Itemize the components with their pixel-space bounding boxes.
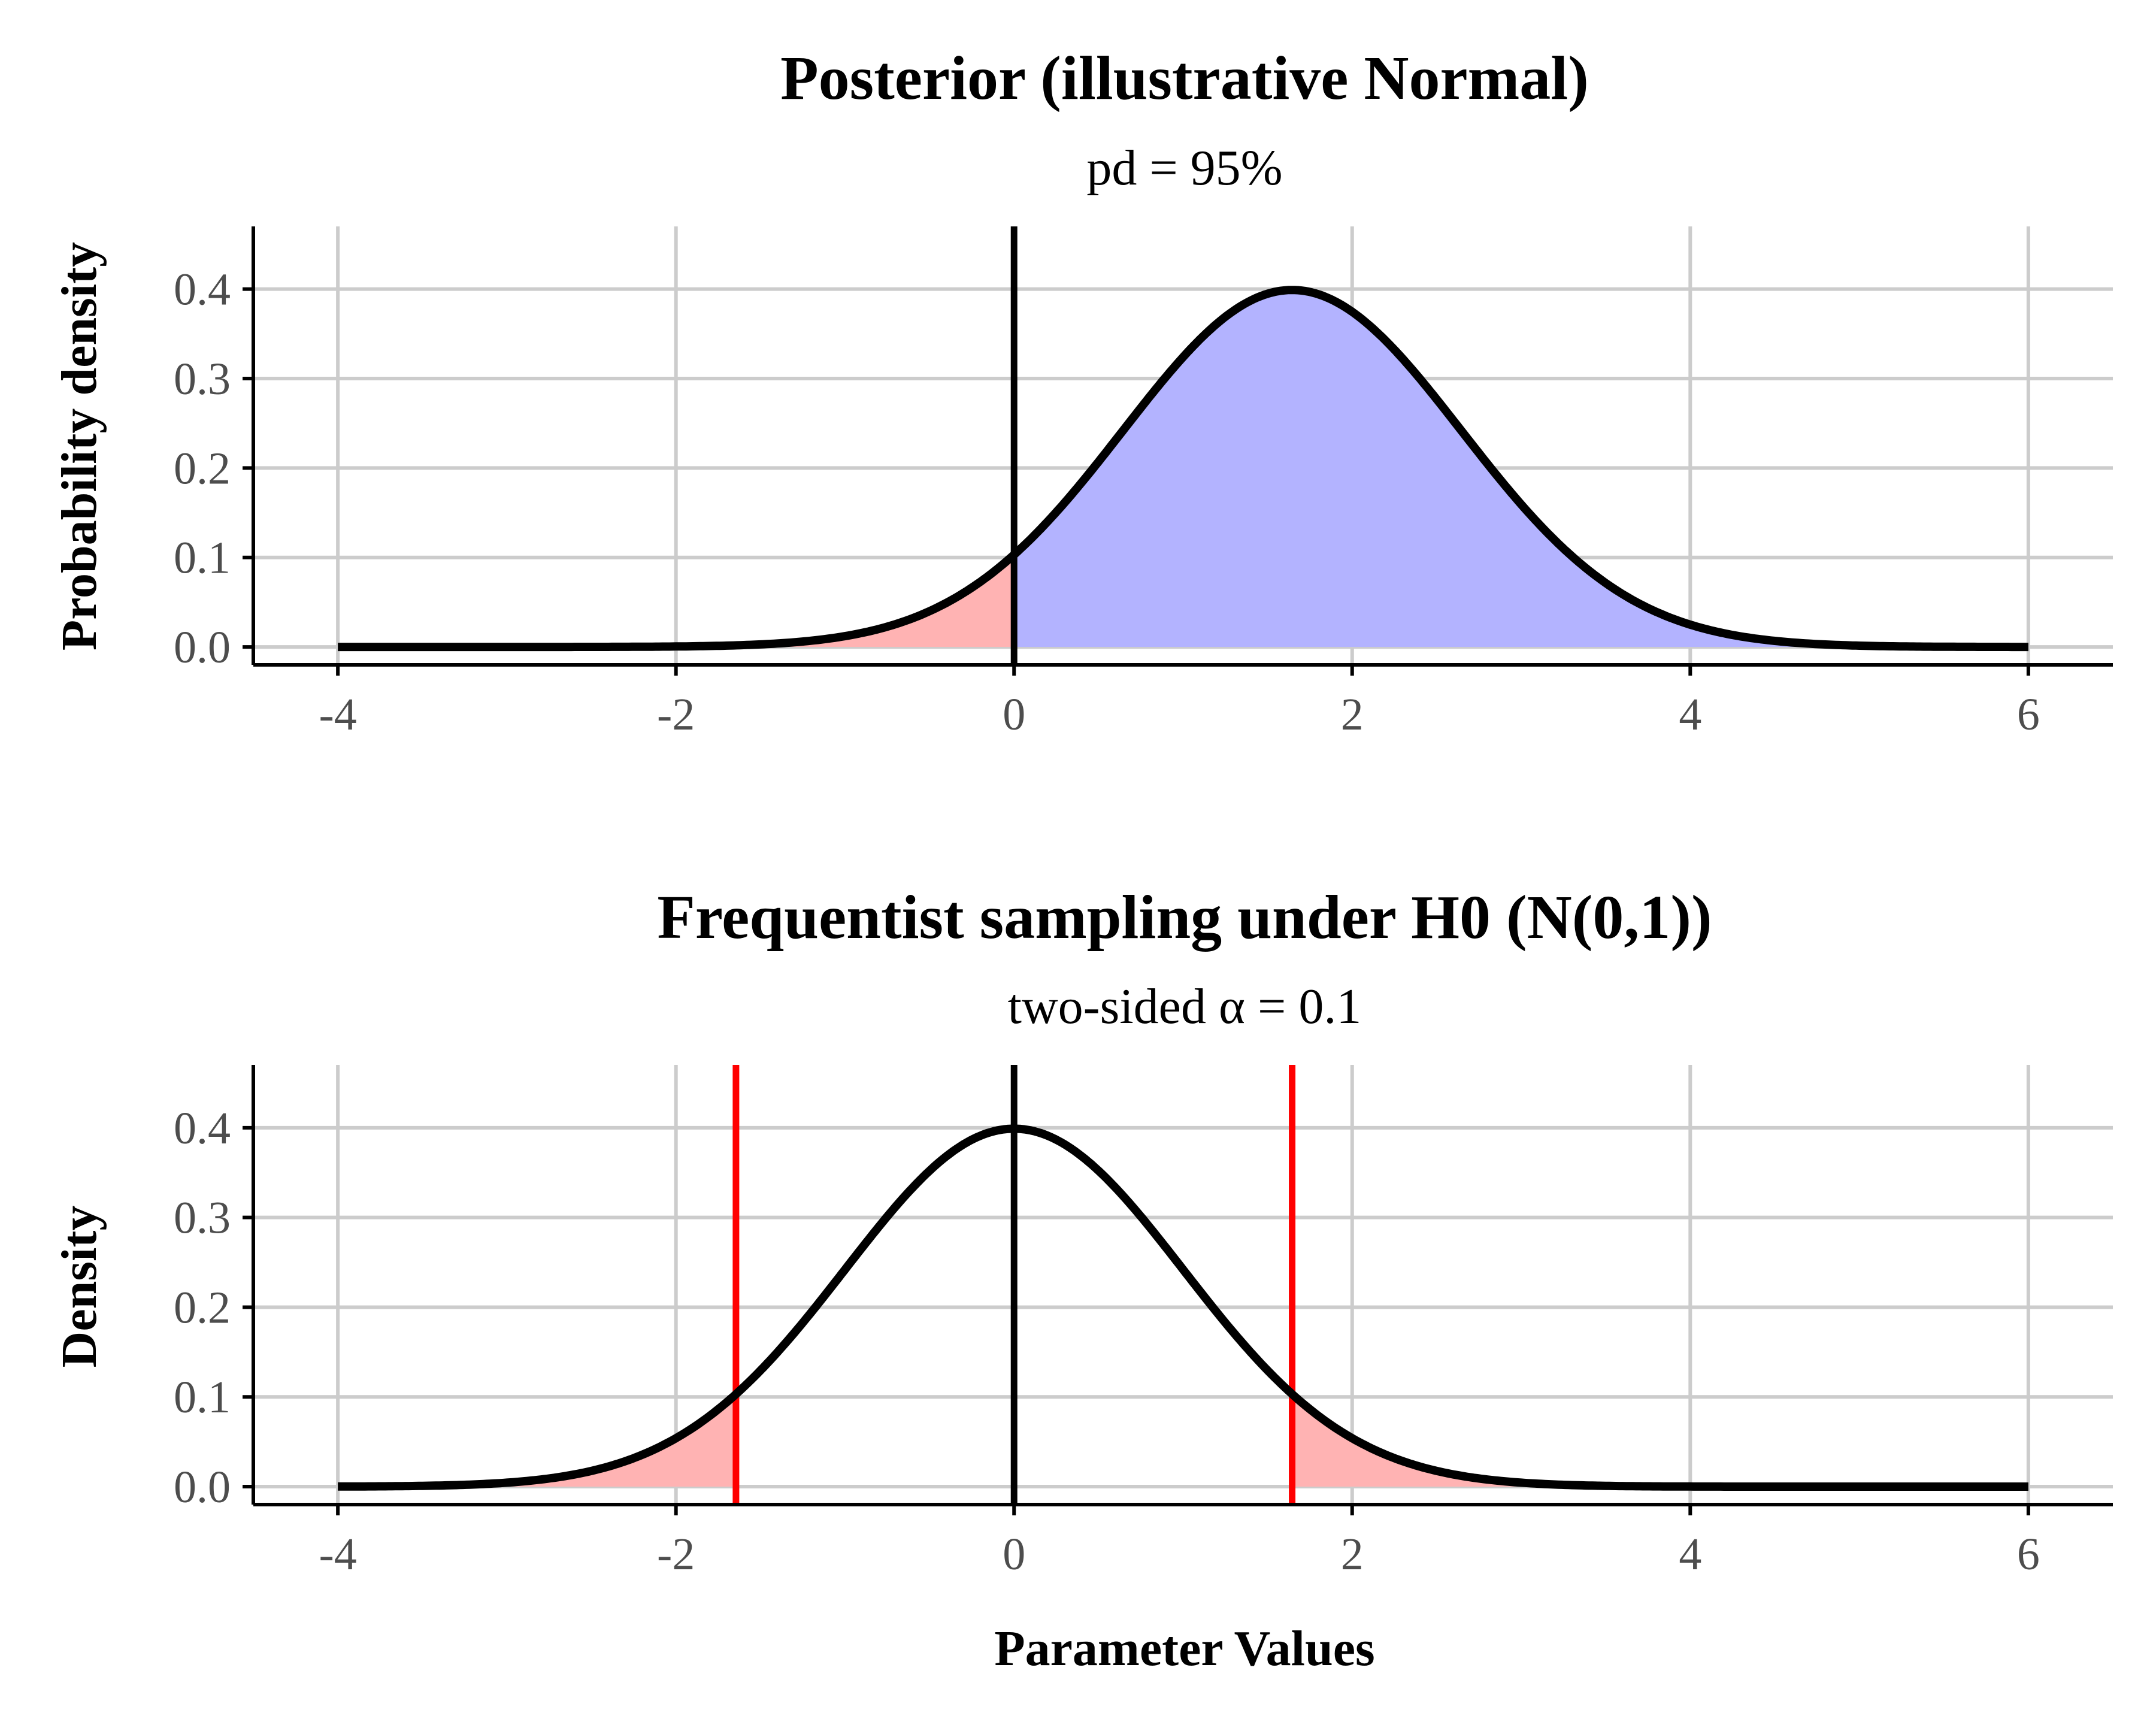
x-tick-label: -2	[657, 689, 695, 740]
x-tick-label: 6	[2017, 689, 2040, 740]
y-tick-label: 0.1	[174, 533, 231, 583]
shaded-region	[338, 1394, 736, 1487]
shaded-regions	[338, 1394, 2028, 1487]
panel-subtitle: pd = 95%	[1086, 140, 1282, 196]
y-tick-labels: 0.0 0.1 0.2 0.3 0.4	[174, 1103, 231, 1512]
posterior-panel: Posterior (illustrative Normal) pd = 95%…	[52, 44, 2113, 740]
x-tick-label: 4	[1679, 1529, 1701, 1579]
density-curve	[337, 1124, 2030, 1491]
y-tick-label: 0.3	[174, 354, 231, 404]
x-tick-label: 2	[1341, 689, 1364, 740]
density-curve-group	[337, 286, 2030, 652]
y-tick-label: 0.0	[174, 1462, 231, 1512]
x-tick-label: 4	[1679, 689, 1701, 740]
panel-title: Posterior (illustrative Normal)	[780, 44, 1589, 113]
y-tick-label: 0.4	[174, 265, 231, 315]
y-tick-label: 0.0	[174, 622, 231, 673]
y-tick-label: 0.4	[174, 1103, 231, 1154]
y-tick-label: 0.1	[174, 1372, 231, 1423]
shaded-region	[1014, 290, 2028, 647]
y-tick-label: 0.3	[174, 1193, 231, 1243]
frequentist-panel: Frequentist sampling under H0 (N(0,1)) t…	[52, 883, 2113, 1579]
x-tick-label: -4	[319, 1529, 356, 1579]
x-tick-labels: -4 -2 0 2 4 6	[319, 689, 2039, 740]
axes	[243, 226, 2113, 676]
panel-title: Frequentist sampling under H0 (N(0,1))	[657, 883, 1712, 952]
y-tick-label: 0.2	[174, 443, 231, 494]
shaded-region	[338, 555, 1015, 647]
axes	[243, 1065, 2113, 1515]
x-tick-label: -2	[657, 1529, 695, 1579]
y-tick-labels: 0.0 0.1 0.2 0.3 0.4	[174, 265, 231, 673]
reference-lines	[732, 1065, 1296, 1505]
x-tick-label: -4	[319, 689, 356, 740]
panel-subtitle: two-sided α = 0.1	[1008, 979, 1362, 1034]
gridlines	[253, 1065, 2113, 1505]
x-tick-label: 2	[1341, 1529, 1364, 1579]
y-axis-label: Density	[52, 1206, 107, 1368]
density-curve-group	[337, 1124, 2030, 1491]
y-tick-label: 0.2	[174, 1282, 231, 1333]
density-curve	[337, 286, 2030, 652]
x-tick-labels: -4 -2 0 2 4 6	[319, 1529, 2039, 1579]
y-axis-label: Probability density	[52, 242, 107, 650]
shaded-regions	[338, 290, 2028, 647]
x-axis-label: Parameter Values	[994, 1621, 1374, 1676]
x-tick-label: 0	[1003, 1529, 1025, 1579]
x-tick-label: 0	[1003, 689, 1025, 740]
x-tick-label: 6	[2017, 1529, 2040, 1579]
shaded-region	[1292, 1394, 2028, 1487]
